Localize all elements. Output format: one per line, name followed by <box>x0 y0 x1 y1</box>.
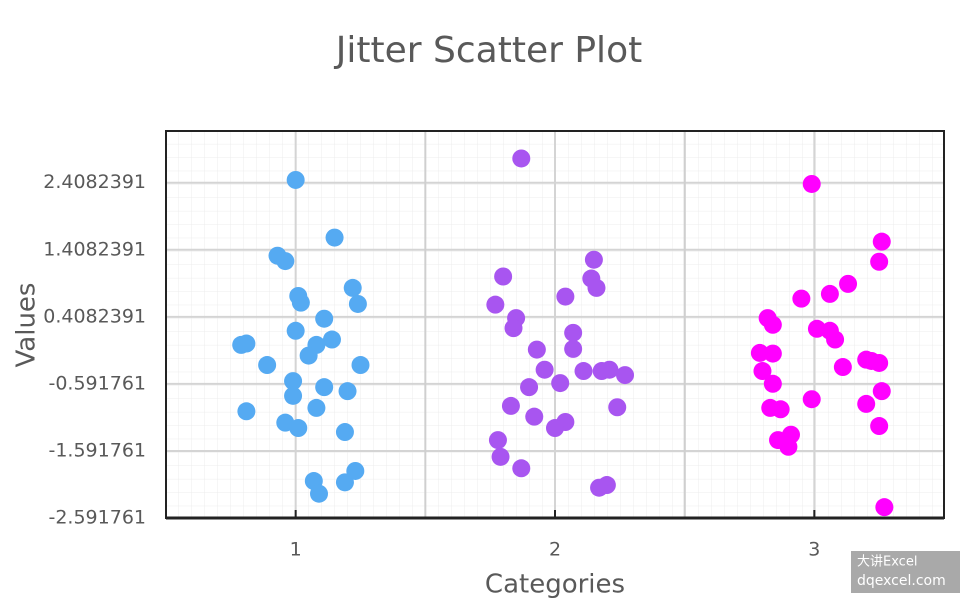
point <box>753 362 772 381</box>
x-axis-title: Categories <box>485 570 625 600</box>
y-tick-label: 0.4082391 <box>43 305 146 327</box>
point <box>258 356 277 375</box>
point <box>802 174 821 193</box>
point <box>826 330 845 349</box>
point <box>291 293 310 312</box>
point <box>574 362 593 381</box>
point <box>348 294 367 313</box>
point <box>504 319 523 338</box>
point <box>872 382 891 401</box>
point <box>310 484 329 503</box>
point <box>237 334 256 353</box>
point <box>839 274 858 293</box>
point <box>299 346 318 365</box>
point <box>590 478 609 497</box>
point <box>771 400 790 419</box>
point <box>535 360 554 379</box>
point <box>335 473 354 492</box>
point <box>587 278 606 297</box>
point <box>551 374 570 393</box>
watermark: 大讲Excel <box>857 555 917 570</box>
point <box>494 267 513 286</box>
y-tick-label: 2.4082391 <box>43 171 146 193</box>
point <box>802 390 821 409</box>
point <box>872 232 891 251</box>
point <box>792 289 811 308</box>
point <box>512 149 531 168</box>
point <box>584 250 603 269</box>
point <box>346 461 365 480</box>
point <box>486 295 505 314</box>
watermark-box <box>851 551 960 593</box>
point <box>286 170 305 189</box>
point <box>325 228 344 247</box>
y-axis-title: Values <box>12 283 42 368</box>
chart-title: Jitter Scatter Plot <box>334 30 642 71</box>
point <box>556 287 575 306</box>
point <box>820 284 839 303</box>
point <box>335 423 354 442</box>
points <box>232 149 894 517</box>
point <box>315 309 334 328</box>
point <box>351 356 370 375</box>
y-tick-label: -2.591761 <box>48 507 146 529</box>
x-tick-label: 3 <box>808 539 820 561</box>
x-tick-label: 1 <box>290 539 302 561</box>
point <box>338 382 357 401</box>
point <box>491 447 510 466</box>
point <box>286 321 305 340</box>
point <box>512 459 531 478</box>
point <box>763 315 782 334</box>
point <box>564 339 583 358</box>
point <box>315 378 334 397</box>
point <box>284 372 303 391</box>
point <box>501 396 520 415</box>
y-tick-label: -1.591761 <box>48 439 146 461</box>
point <box>875 498 894 517</box>
x-tick-label: 2 <box>549 539 561 561</box>
point <box>763 374 782 393</box>
point <box>857 394 876 413</box>
point <box>763 344 782 363</box>
point <box>608 398 627 417</box>
point <box>307 398 326 417</box>
watermark: dqexcel.com <box>857 573 946 589</box>
point <box>564 323 583 342</box>
point <box>527 340 546 359</box>
point <box>779 437 798 456</box>
point <box>237 402 256 421</box>
point <box>276 252 295 271</box>
point <box>343 278 362 297</box>
point <box>870 417 889 436</box>
point <box>616 366 635 385</box>
point <box>870 252 889 271</box>
y-tick-label: 1.4082391 <box>43 238 146 260</box>
point <box>525 407 544 426</box>
point <box>289 419 308 438</box>
point <box>750 343 769 362</box>
point <box>322 330 341 349</box>
point <box>870 353 889 372</box>
point <box>520 378 539 397</box>
point <box>833 358 852 377</box>
point <box>284 386 303 405</box>
y-tick-label: -0.591761 <box>48 372 146 394</box>
point <box>488 431 507 450</box>
point <box>546 419 564 438</box>
point <box>600 360 619 379</box>
